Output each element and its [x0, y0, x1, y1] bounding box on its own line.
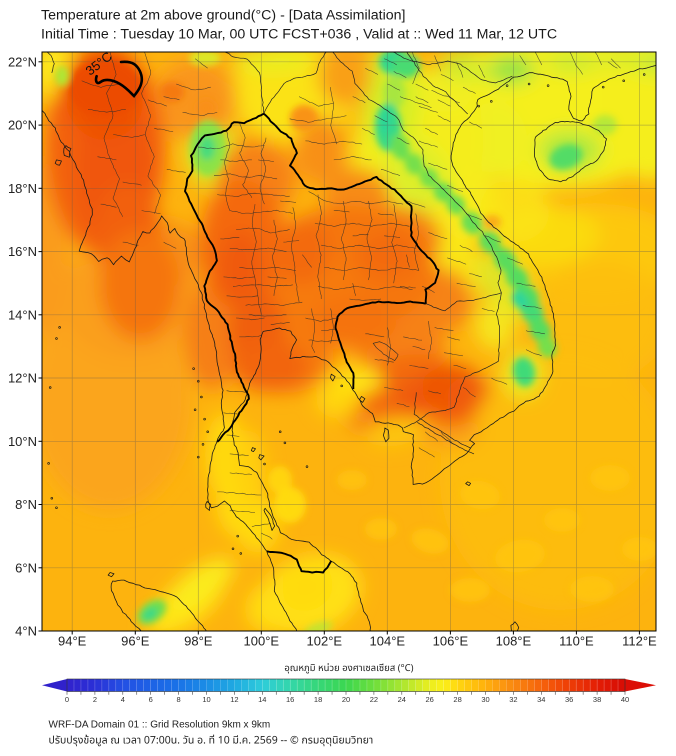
svg-text:0: 0	[65, 695, 69, 704]
svg-text:14°N: 14°N	[8, 307, 37, 322]
svg-text:20: 20	[342, 695, 350, 704]
svg-text:24: 24	[398, 695, 406, 704]
svg-text:4°N: 4°N	[15, 624, 37, 639]
svg-text:14: 14	[258, 695, 266, 704]
svg-text:4: 4	[121, 695, 125, 704]
svg-text:40: 40	[621, 695, 629, 704]
svg-text:Temperature at 2m above ground: Temperature at 2m above ground(°C) - [Da…	[41, 8, 405, 24]
svg-text:102°E: 102°E	[307, 634, 343, 649]
svg-text:112°E: 112°E	[622, 634, 657, 649]
svg-text:38: 38	[593, 695, 601, 704]
svg-text:Initial Time : Tuesday 10 Mar,: Initial Time : Tuesday 10 Mar, 00 UTC FC…	[41, 27, 557, 43]
svg-text:16: 16	[286, 695, 294, 704]
svg-text:94°E: 94°E	[58, 634, 87, 649]
svg-text:10: 10	[202, 695, 210, 704]
svg-text:32: 32	[509, 695, 517, 704]
svg-text:20°N: 20°N	[8, 118, 37, 133]
svg-text:36: 36	[565, 695, 573, 704]
svg-text:2: 2	[93, 695, 97, 704]
svg-text:108°E: 108°E	[496, 634, 532, 649]
svg-text:104°E: 104°E	[370, 634, 406, 649]
svg-text:6: 6	[149, 695, 153, 704]
svg-text:WRF-DA Domain 01 :: Grid Resol: WRF-DA Domain 01 :: Grid Resolution 9km …	[49, 720, 271, 731]
svg-text:18°N: 18°N	[8, 181, 37, 196]
svg-text:110°E: 110°E	[559, 634, 594, 649]
svg-text:34: 34	[537, 695, 545, 704]
svg-text:26: 26	[426, 695, 434, 704]
svg-text:8°N: 8°N	[15, 497, 37, 512]
svg-text:12°N: 12°N	[8, 371, 37, 386]
svg-text:98°E: 98°E	[184, 634, 213, 649]
svg-text:10°N: 10°N	[8, 434, 37, 449]
svg-text:96°E: 96°E	[121, 634, 150, 649]
svg-text:106°E: 106°E	[433, 634, 469, 649]
svg-text:16°N: 16°N	[8, 244, 37, 259]
svg-text:22°N: 22°N	[8, 54, 37, 69]
svg-text:28: 28	[453, 695, 461, 704]
svg-text:18: 18	[314, 695, 322, 704]
svg-text:22: 22	[370, 695, 378, 704]
svg-text:30: 30	[481, 695, 489, 704]
svg-text:12: 12	[230, 695, 238, 704]
svg-text:6°N: 6°N	[15, 560, 37, 575]
svg-text:100°E: 100°E	[244, 634, 280, 649]
svg-text:8: 8	[177, 695, 181, 704]
